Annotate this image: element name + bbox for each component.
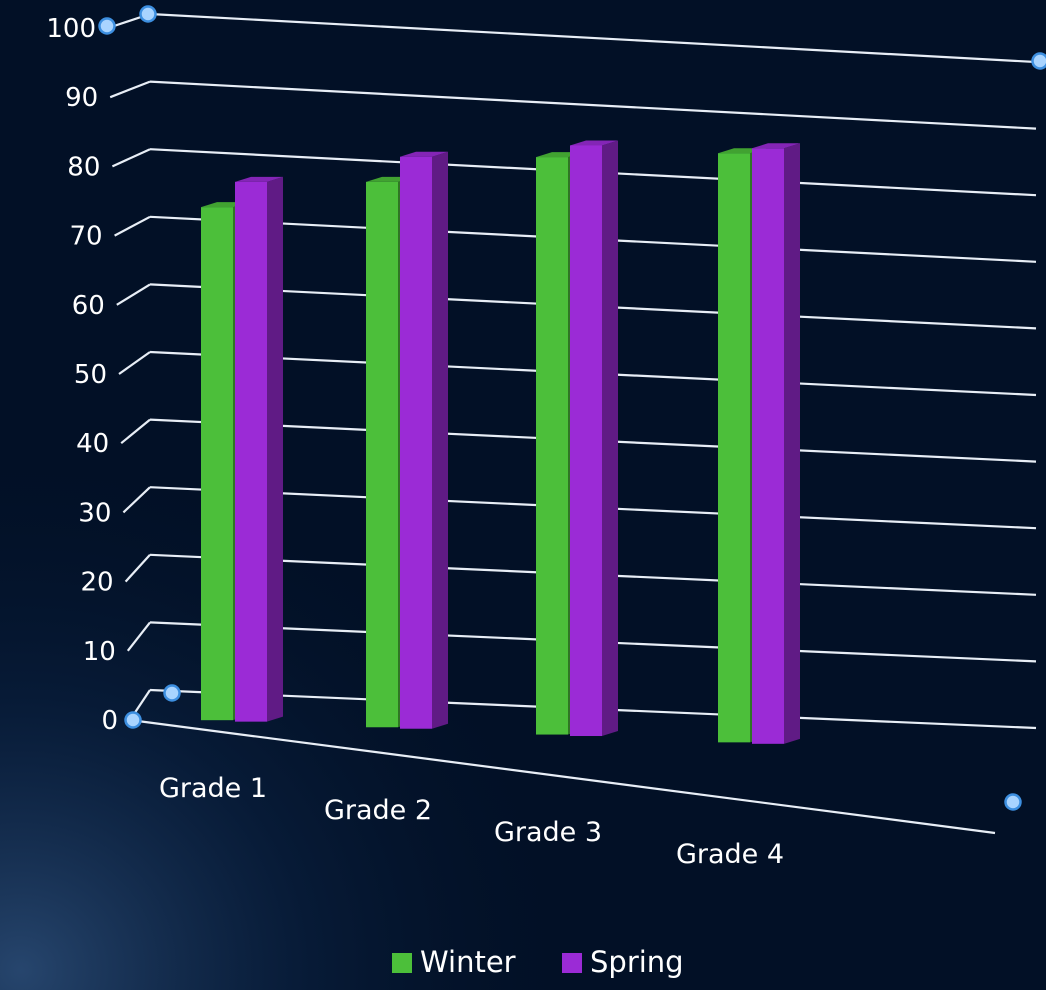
bar-top-face [235, 176, 283, 182]
legend: Winter Spring [392, 945, 684, 979]
x-tick-label: Grade 4 [676, 839, 784, 870]
bar-front-face [366, 181, 398, 728]
bar-front-face [201, 207, 233, 721]
legend-swatch-spring [562, 953, 582, 973]
legend-label-winter: Winter [420, 945, 516, 979]
y-tick-label: 90 [65, 83, 98, 113]
side-wall-line [109, 80, 151, 99]
bar-spring[interactable] [400, 151, 448, 729]
side-wall-line [126, 621, 151, 652]
bar-front-face [570, 145, 602, 737]
side-wall-line [116, 283, 151, 306]
gridline [149, 80, 1037, 130]
y-tick-label: 50 [74, 360, 107, 390]
y-tick-label: 20 [81, 568, 114, 598]
side-wall-line [114, 215, 151, 237]
bar-spring[interactable] [752, 143, 800, 744]
legend-swatch-winter [392, 953, 412, 973]
side-wall-line [111, 148, 151, 168]
floor-front-edge [129, 718, 996, 835]
bar-front-face [718, 153, 750, 743]
bar-side-face [602, 140, 618, 737]
y-tick-label: 70 [70, 222, 103, 252]
y-axis-ticks: 0 10 20 30 40 50 60 70 80 90 100 [46, 14, 118, 736]
selection-handle[interactable] [1004, 793, 1022, 811]
y-tick-label: 10 [83, 637, 116, 667]
y-tick-label: 30 [78, 498, 111, 528]
side-wall-line [120, 418, 151, 445]
selection-handle[interactable] [98, 17, 116, 35]
y-tick-label: 80 [67, 152, 100, 182]
bar-spring[interactable] [235, 176, 283, 722]
bar-side-face [432, 151, 448, 729]
y-tick-label: 60 [72, 291, 105, 321]
selection-handle[interactable] [124, 711, 142, 729]
y-tick-label: 100 [46, 14, 96, 44]
x-tick-label: Grade 1 [159, 773, 267, 804]
bar-side-face [784, 143, 800, 744]
selection-handle[interactable] [1031, 52, 1046, 70]
x-tick-label: Grade 3 [494, 817, 602, 848]
legend-label-spring: Spring [590, 945, 684, 979]
x-tick-label: Grade 2 [324, 795, 432, 826]
x-axis-labels: Grade 1 Grade 2 Grade 3 Grade 4 [159, 773, 784, 870]
bars [201, 140, 800, 744]
bar-side-face [267, 176, 283, 722]
bar-top-face [752, 143, 800, 149]
selection-handle[interactable] [139, 5, 157, 23]
bar-front-face [536, 157, 568, 735]
side-wall-line [122, 486, 151, 514]
side-wall-line [124, 554, 151, 583]
gridline [149, 12, 1037, 64]
bar-top-face [400, 151, 448, 157]
bar-front-face [400, 156, 432, 729]
y-tick-label: 0 [101, 706, 118, 736]
selection-handles [98, 5, 1046, 811]
y-tick-label: 40 [76, 429, 109, 459]
bar-spring[interactable] [570, 140, 618, 737]
bar-front-face [235, 181, 267, 722]
bar-top-face [570, 140, 618, 146]
side-wall-line [118, 351, 151, 375]
bar-front-face [752, 148, 784, 744]
selection-handle[interactable] [163, 684, 181, 702]
